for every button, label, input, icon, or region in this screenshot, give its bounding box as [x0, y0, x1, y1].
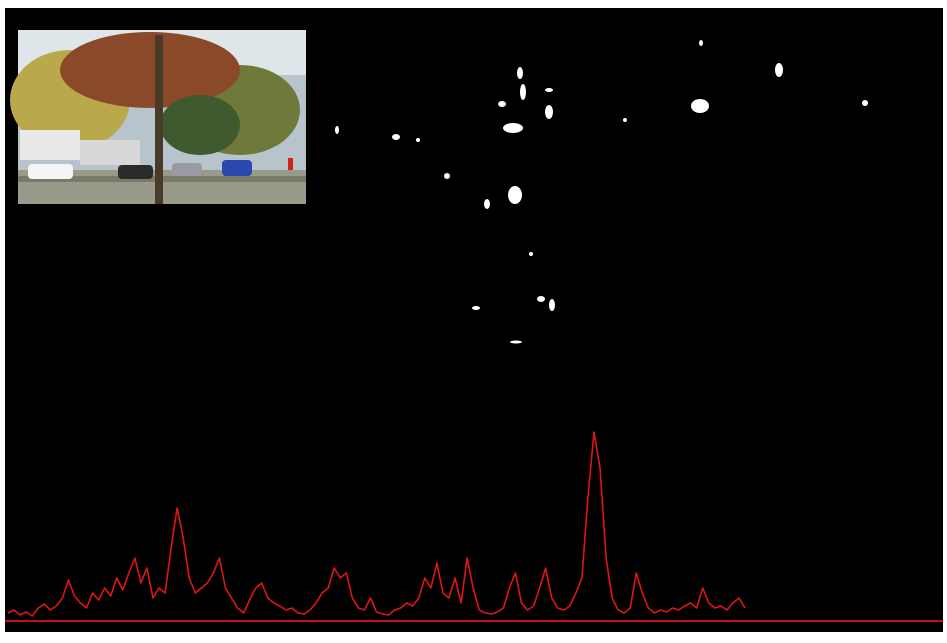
thumbnail: [10, 30, 306, 204]
screen: [0, 0, 947, 643]
